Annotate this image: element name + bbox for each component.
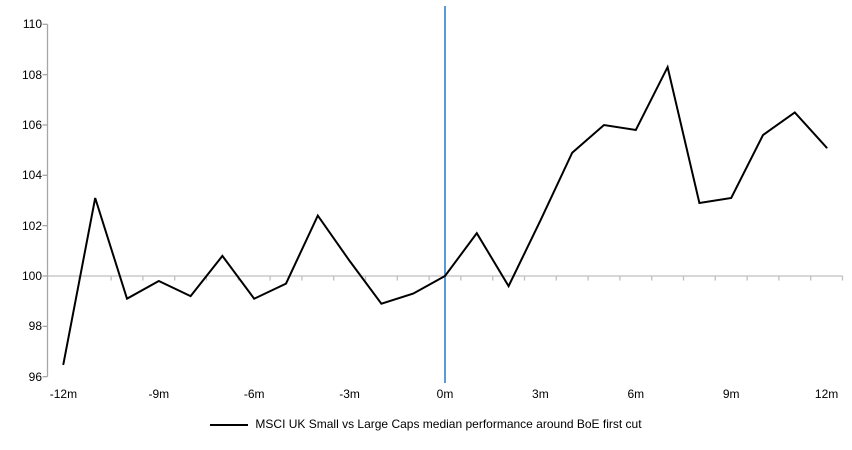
x-axis-tick-label: 0m: [436, 387, 454, 401]
y-axis-tick-label: 108: [21, 67, 42, 82]
x-axis-tick-label: 9m: [722, 387, 740, 401]
legend: MSCI UK Small vs Large Caps median perfo…: [0, 417, 852, 432]
x-axis-tick-label: -6m: [243, 387, 265, 401]
y-axis-tick-label: 96: [28, 369, 42, 384]
x-axis-tick-label: -3m: [339, 387, 360, 401]
y-axis-tick-label: 102: [21, 218, 42, 233]
x-axis-tick-label: -12m: [49, 387, 78, 401]
series-line: [62, 64, 828, 366]
x-axis-tick-label: 12m: [814, 387, 839, 401]
y-axis-tick-label: 100: [21, 269, 42, 283]
legend-line-sample-icon: [210, 423, 249, 426]
y-axis-tick-label: 106: [21, 117, 42, 132]
x-axis-tick-label: 6m: [627, 387, 645, 401]
y-axis-tick-label: 98: [28, 319, 42, 334]
y-axis-tick-label: 110: [22, 17, 42, 32]
x-axis-tick-label: -9m: [148, 387, 170, 401]
y-axis-tick-label: 104: [21, 168, 42, 183]
x-axis-tick-label: 3m: [532, 387, 549, 401]
legend-label: MSCI UK Small vs Large Caps median perfo…: [255, 417, 642, 431]
